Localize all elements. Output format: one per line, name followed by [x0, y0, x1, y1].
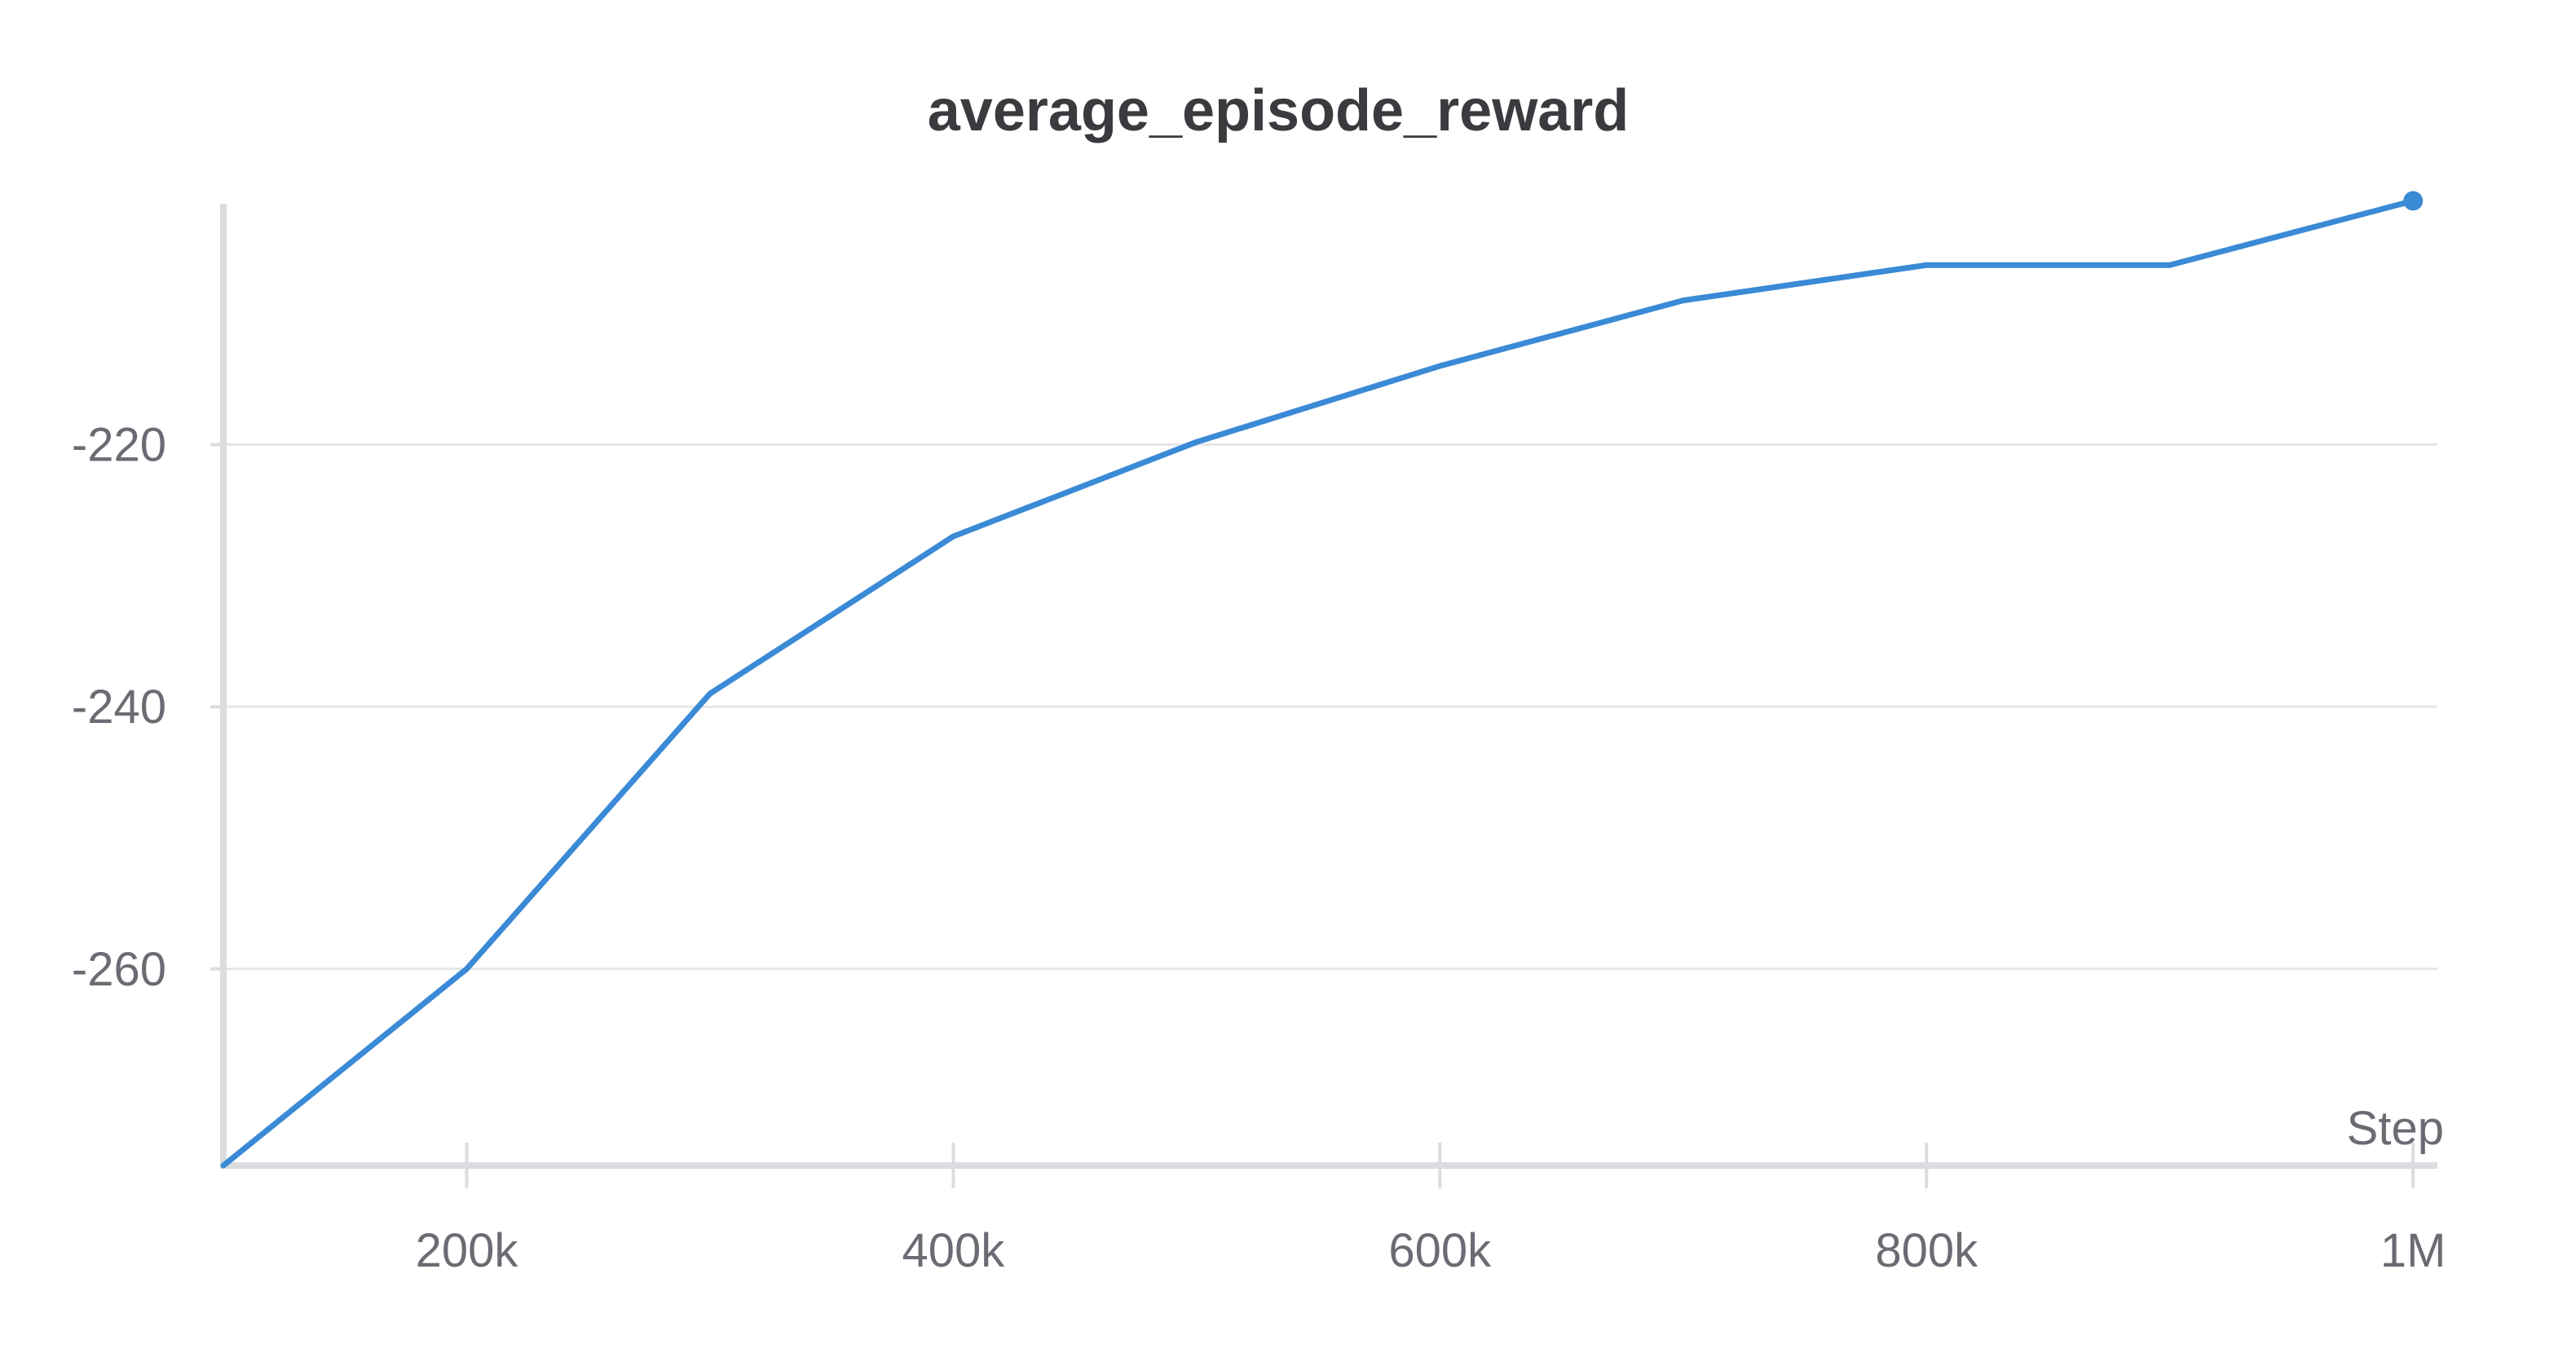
series-layer — [220, 191, 2424, 1169]
y-tick-label: -220 — [72, 419, 166, 472]
grid-lines — [223, 443, 2437, 971]
tick-labels: -260 -240 -220 200k 400k 600k 800k 1M — [72, 419, 2446, 1277]
series-endpoint-marker — [2403, 191, 2424, 211]
x-tick-label: 400k — [902, 1224, 1005, 1277]
x-tick-label: 600k — [1388, 1224, 1492, 1277]
y-tick-label: -260 — [72, 943, 166, 996]
x-tick-label: 800k — [1875, 1224, 1978, 1277]
axes — [210, 204, 2437, 1188]
x-tick-label: 200k — [416, 1224, 519, 1277]
series-line — [220, 197, 2416, 1169]
y-tick-label: -240 — [72, 681, 166, 734]
x-tick-label: 1M — [2380, 1224, 2446, 1277]
chart-title: average_episode_reward — [928, 78, 1629, 143]
x-axis-label: Step — [2347, 1102, 2444, 1155]
